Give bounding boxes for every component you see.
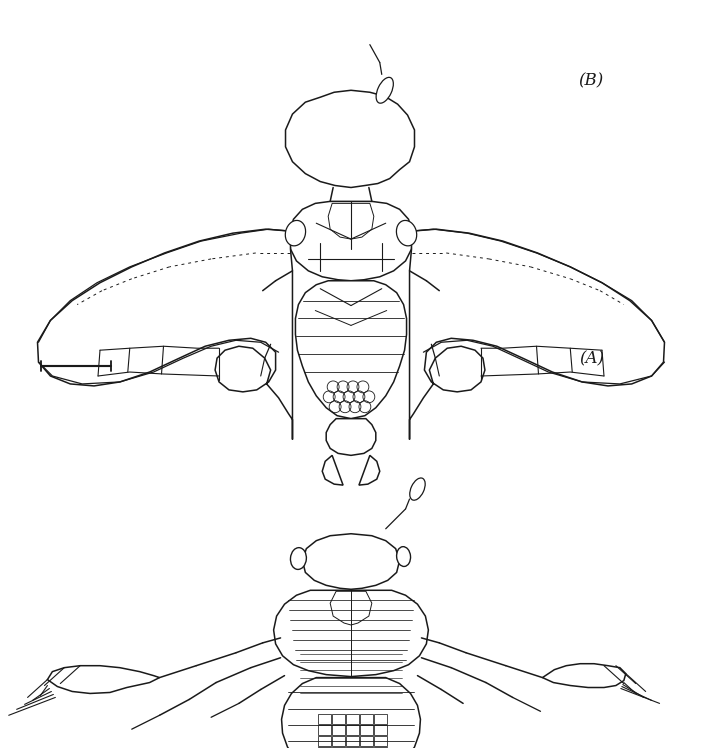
Bar	[360, 714, 373, 724]
Bar	[318, 725, 331, 735]
PathPatch shape	[326, 418, 376, 455]
Bar	[374, 714, 387, 724]
Bar	[318, 714, 331, 724]
Bar	[332, 714, 345, 724]
Ellipse shape	[376, 77, 393, 103]
Bar	[318, 736, 331, 746]
Bar	[346, 747, 359, 751]
PathPatch shape	[303, 534, 399, 590]
Bar	[374, 736, 387, 746]
PathPatch shape	[322, 455, 343, 485]
Ellipse shape	[397, 547, 411, 566]
Text: (B): (B)	[578, 73, 604, 89]
Bar	[346, 736, 359, 746]
PathPatch shape	[274, 590, 428, 677]
PathPatch shape	[286, 90, 414, 188]
PathPatch shape	[409, 229, 665, 439]
PathPatch shape	[289, 201, 413, 281]
Bar	[374, 747, 387, 751]
Bar	[332, 725, 345, 735]
Ellipse shape	[410, 478, 425, 500]
Bar	[332, 736, 345, 746]
Bar	[346, 714, 359, 724]
Ellipse shape	[291, 547, 306, 569]
PathPatch shape	[37, 229, 293, 439]
Bar	[332, 747, 345, 751]
PathPatch shape	[48, 665, 159, 693]
Bar	[360, 747, 373, 751]
Bar	[360, 736, 373, 746]
PathPatch shape	[296, 281, 406, 418]
Text: (A): (A)	[578, 351, 604, 367]
PathPatch shape	[359, 455, 380, 485]
Bar	[346, 725, 359, 735]
Bar	[318, 747, 331, 751]
Bar	[374, 725, 387, 735]
PathPatch shape	[282, 677, 420, 751]
PathPatch shape	[543, 664, 625, 687]
Bar	[360, 725, 373, 735]
Ellipse shape	[397, 220, 417, 246]
Ellipse shape	[285, 220, 305, 246]
